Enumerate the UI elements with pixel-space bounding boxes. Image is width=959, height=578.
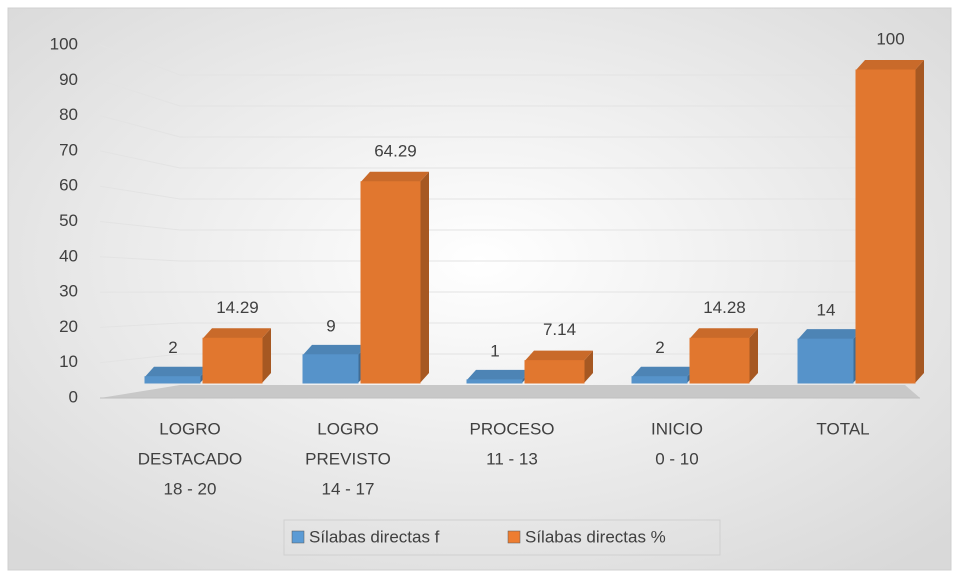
y-tick-label: 20 [59,317,78,336]
bar-front [797,338,854,384]
bar [689,328,758,384]
grid-line [99,44,905,76]
x-tick-label: LOGRO [159,419,220,438]
x-tick-label: 18 - 20 [164,479,217,498]
bar-front [360,181,421,384]
bar-side [420,171,429,383]
x-tick-label: LOGRO [317,419,378,438]
legend-swatch [507,530,521,544]
x-tick-label: INICIO [651,419,703,438]
bar-top [690,328,758,339]
y-tick-label: 0 [69,387,78,406]
grid-line [99,256,905,262]
data-label: 14 [817,301,836,320]
bar-side [584,350,593,383]
legend-label: Sílabas directas f [309,527,440,546]
bar [855,60,924,384]
data-label: 1 [490,341,499,360]
y-tick-label: 70 [59,140,78,159]
bar-top [525,350,593,361]
data-label: 14.29 [216,298,259,317]
bar-top [145,366,209,377]
bar-top [856,60,924,70]
data-label: 2 [168,338,177,357]
bar-front [689,337,750,384]
bar-top [303,344,367,355]
bar [144,366,209,384]
x-tick-label: PREVISTO [305,449,391,468]
data-label: 7.14 [543,320,576,339]
y-tick-label: 100 [50,34,78,53]
grid-line [99,185,905,200]
y-tick-label: 30 [59,282,78,301]
bar-front [631,376,688,384]
grid-line [99,115,905,138]
grid-line [99,221,905,231]
legend-swatch [291,530,305,544]
bar-top [632,366,696,377]
bar-top [361,171,429,182]
legend-label: Sílabas directas % [525,527,666,546]
y-tick-label: 80 [59,105,78,124]
bar [360,171,429,384]
y-tick-label: 90 [59,70,78,89]
grid-line [99,353,905,364]
y-tick-label: 50 [59,211,78,230]
x-tick-label: 11 - 13 [486,449,538,468]
data-label: 100 [876,29,904,48]
bar [524,350,593,384]
bar-side [262,328,271,383]
bar-front [524,360,585,384]
data-label: 14.28 [703,298,746,317]
chart-frame [7,7,952,571]
y-tick-label: 60 [59,176,78,195]
bar [466,369,531,384]
x-tick-label: 0 - 10 [655,449,698,468]
bar-top [798,329,862,340]
data-label: 9 [326,316,335,335]
bar [202,328,271,384]
data-label: 2 [655,338,664,357]
bar-front [466,379,523,384]
data-label: 64.29 [374,141,417,160]
bar-front [302,354,359,384]
x-tick-label: TOTAL [816,419,869,438]
x-tick-label: DESTACADO [138,449,243,468]
grid-line [99,322,905,328]
x-tick-label: PROCESO [469,419,554,438]
grid-line [99,150,905,169]
x-tick-label: 14 - 17 [322,479,375,498]
floor [100,385,920,398]
bar-top [467,369,531,380]
legend-box [283,519,721,556]
bar-front [855,69,916,384]
y-tick-label: 10 [59,352,78,371]
bar [631,366,696,384]
bar [302,344,367,384]
grid-line [99,79,905,107]
bar-top [203,328,271,339]
bar [797,329,862,384]
y-tick-label: 40 [59,246,78,265]
bar-front [202,337,263,384]
bar-side [915,60,924,383]
bar-front [144,376,201,384]
bar-side [749,328,758,383]
